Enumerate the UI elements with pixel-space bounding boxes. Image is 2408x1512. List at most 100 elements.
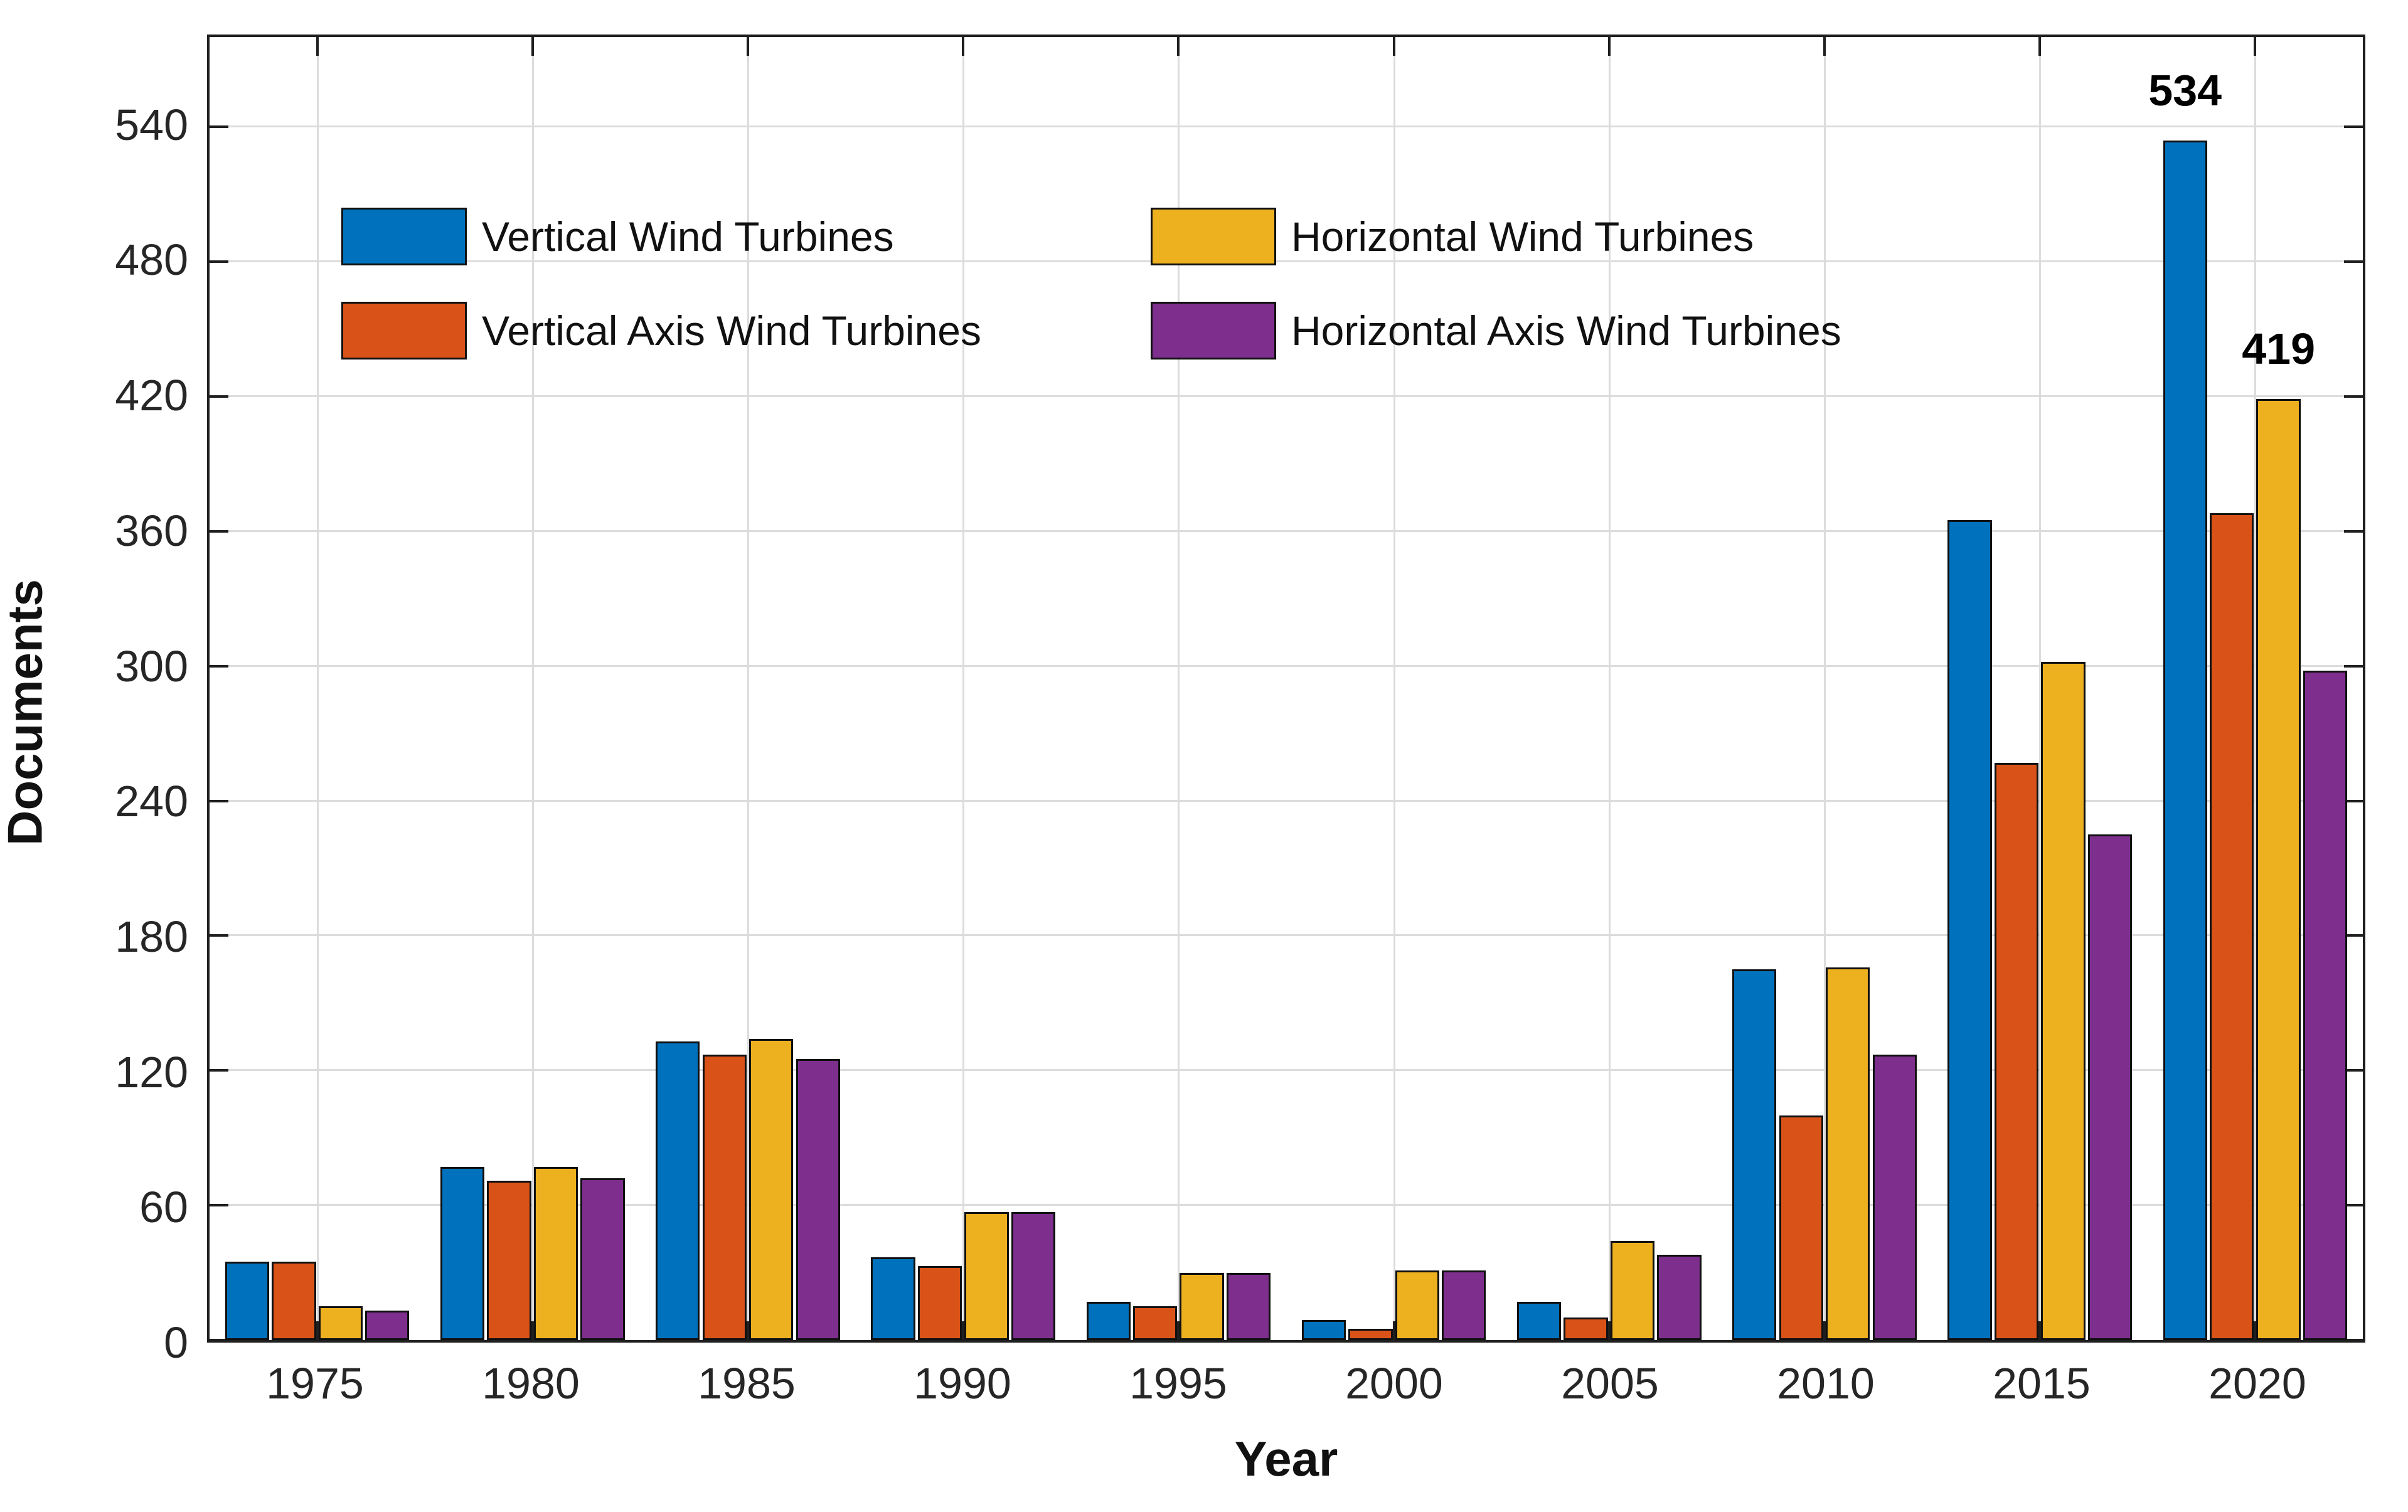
legend-label: Horizontal Axis Wind Turbines [1291,307,1841,354]
x-tick-label: 2020 [2208,1359,2306,1408]
bar-horizontal-wind-turbines-1975 [318,1306,363,1340]
bar-vertical-axis-wind-turbines-1995 [1132,1306,1178,1340]
x-gridline [1608,37,1611,1340]
legend-label: Vertical Axis Wind Turbines [482,307,981,354]
x-tick-bottom [1823,1321,1826,1340]
y-gridline [210,799,2363,802]
y-gridline [210,1069,2363,1072]
bar-value-label: 534 [2148,65,2222,115]
bar-vertical-axis-wind-turbines-2005 [1564,1318,1608,1340]
y-tick-right [2344,395,2363,398]
bar-horizontal-wind-turbines-2020 [2256,398,2301,1340]
y-gridline [210,1204,2363,1206]
bar-horizontal-wind-turbines-1980 [533,1167,578,1340]
y-tick-label: 120 [115,1047,188,1097]
y-tick-label: 360 [115,506,188,555]
x-tick-bottom [316,1321,319,1340]
y-tick-right [2344,934,2363,937]
plot-area: 534 419 Vertical Wind Turbines Vertical Ax… [207,35,2365,1343]
bar-horizontal-axis-wind-turbines-2010 [1872,1055,1917,1340]
x-tick-top [2254,37,2257,56]
bar-horizontal-axis-wind-turbines-1990 [1011,1211,1056,1340]
y-gridline [210,395,2363,397]
y-tick-right [2344,260,2363,264]
bar-horizontal-axis-wind-turbines-1975 [365,1311,410,1340]
x-tick-label: 2005 [1561,1359,1659,1408]
x-gridline [1393,37,1395,1340]
bar-horizontal-wind-turbines-2015 [2041,661,2086,1340]
x-tick-bottom [2254,1321,2257,1340]
x-tick-label: 1975 [266,1359,364,1408]
y-tick-left [210,664,228,668]
bar-value-label: 419 [2242,324,2316,373]
x-tick-label: 1990 [914,1359,1011,1408]
x-tick-top [962,37,965,56]
bar-horizontal-wind-turbines-1995 [1180,1272,1224,1340]
y-tick-left [210,260,228,264]
legend-label: Vertical Wind Turbines [482,213,894,260]
x-tick-label: 1995 [1129,1359,1227,1408]
x-tick-top [1177,37,1180,56]
legend-entry: Vertical Wind Turbines [341,208,894,265]
bar-horizontal-wind-turbines-2010 [1826,967,1870,1340]
legend-entry: Vertical Axis Wind Turbines [341,302,981,359]
x-gridline [316,37,319,1340]
bar-horizontal-wind-turbines-1990 [964,1211,1009,1340]
legend-swatch [341,208,467,265]
x-tick-label: 1985 [698,1359,796,1408]
bar-vertical-wind-turbines-1990 [871,1257,915,1340]
x-tick-top [2038,37,2042,56]
bar-vertical-axis-wind-turbines-1980 [487,1180,531,1340]
legend-entry: Horizontal Wind Turbines [1151,208,1754,265]
bar-vertical-wind-turbines-2010 [1732,969,1777,1340]
bar-vertical-wind-turbines-2020 [2163,140,2207,1340]
bar-horizontal-axis-wind-turbines-2005 [1657,1254,1702,1340]
bar-vertical-axis-wind-turbines-2015 [1994,762,2039,1340]
y-tick-left [210,125,228,129]
y-tick-left [210,799,228,802]
bar-vertical-wind-turbines-1995 [1086,1302,1131,1340]
x-tick-top [531,37,534,56]
x-tick-label: 1980 [482,1359,580,1408]
bar-horizontal-axis-wind-turbines-1995 [1226,1272,1271,1340]
y-gridline [210,664,2363,667]
x-tick-top [316,37,319,56]
y-gridline [210,125,2363,128]
y-gridline [210,260,2363,263]
x-tick-top [1823,37,1826,56]
bar-horizontal-axis-wind-turbines-2000 [1442,1270,1486,1340]
y-tick-label: 420 [115,371,188,420]
bar-horizontal-axis-wind-turbines-2020 [2303,670,2348,1340]
bar-vertical-wind-turbines-1975 [225,1261,270,1340]
x-tick-bottom [962,1321,965,1340]
y-tick-right [2344,530,2363,533]
y-tick-right [2344,125,2363,129]
bar-vertical-wind-turbines-2000 [1301,1319,1346,1340]
y-tick-label: 240 [115,777,188,826]
bar-vertical-axis-wind-turbines-2010 [1779,1115,1823,1340]
y-tick-left [210,1204,228,1207]
bar-vertical-axis-wind-turbines-1990 [917,1265,962,1340]
x-gridline [1824,37,1826,1340]
bar-vertical-axis-wind-turbines-1975 [272,1261,316,1340]
y-tick-right [2344,664,2363,668]
bar-vertical-wind-turbines-2005 [1516,1302,1562,1340]
legend-label: Horizontal Wind Turbines [1291,213,1754,260]
x-tick-bottom [1177,1321,1180,1340]
x-tick-bottom [2038,1321,2042,1340]
legend-swatch [1151,208,1276,265]
y-tick-right [2344,1204,2363,1207]
bar-horizontal-wind-turbines-1985 [749,1039,794,1340]
x-tick-label: 2000 [1345,1359,1443,1408]
legend-swatch [1151,302,1276,359]
bar-horizontal-wind-turbines-2000 [1395,1270,1439,1340]
y-tick-label: 60 [139,1183,188,1232]
y-tick-right [2344,1339,2363,1341]
bar-vertical-axis-wind-turbines-2000 [1348,1329,1393,1340]
legend-swatch [341,302,467,359]
x-tick-bottom [531,1321,534,1340]
y-tick-label: 0 [164,1318,188,1367]
x-tick-top [1392,37,1395,56]
bar-vertical-axis-wind-turbines-1985 [702,1055,747,1340]
